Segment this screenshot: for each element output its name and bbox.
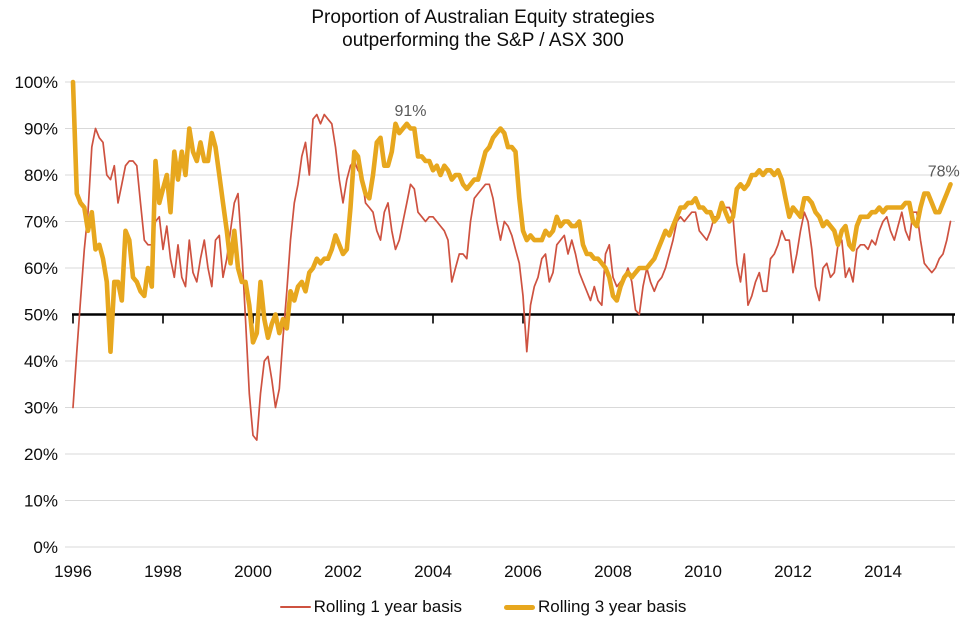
legend-label-rolling-3yr: Rolling 3 year basis — [538, 597, 687, 616]
y-axis-tick-label: 0% — [33, 538, 58, 557]
x-axis-tick-label: 2006 — [504, 562, 542, 581]
legend-label-rolling-1yr: Rolling 1 year basis — [313, 597, 462, 616]
chart-legend: Rolling 1 year basis Rolling 3 year basi… — [0, 591, 966, 623]
data-label-annotation: 78% — [928, 163, 960, 180]
chart-title-line2: outperforming the S&P / ASX 300 — [342, 30, 624, 51]
y-axis-tick-label: 40% — [24, 352, 58, 371]
x-axis-tick-label: 1998 — [144, 562, 182, 581]
x-axis-tick-label: 2000 — [234, 562, 272, 581]
y-axis-tick-label: 20% — [24, 445, 58, 464]
y-axis-tick-label: 80% — [24, 166, 58, 185]
y-axis-tick-label: 60% — [24, 259, 58, 278]
chart-title: Proportion of Australian Equity strategi… — [0, 6, 966, 52]
y-axis-tick-label: 70% — [24, 213, 58, 232]
legend-item-rolling-1yr: Rolling 1 year basis — [279, 597, 462, 617]
y-axis-tick-label: 90% — [24, 120, 58, 139]
data-label-annotation: 91% — [394, 103, 426, 120]
y-axis-tick-label: 100% — [15, 73, 58, 92]
x-axis-tick-label: 1996 — [54, 562, 92, 581]
x-axis-tick-label: 2008 — [594, 562, 632, 581]
x-axis-tick-label: 2014 — [864, 562, 902, 581]
legend-line-sample-1yr-icon — [279, 606, 311, 608]
y-axis-tick-label: 50% — [24, 306, 58, 325]
x-axis-tick-label: 2012 — [774, 562, 812, 581]
x-axis-tick-label: 2010 — [684, 562, 722, 581]
series-line-rolling_3yr — [70, 79, 953, 355]
y-axis-tick-label: 10% — [24, 492, 58, 511]
x-axis-tick-label: 2004 — [414, 562, 452, 581]
legend-item-rolling-3yr: Rolling 3 year basis — [504, 597, 686, 617]
series-line-rolling_1yr — [72, 113, 952, 441]
x-axis-tick-label: 2002 — [324, 562, 362, 581]
y-axis-tick-label: 30% — [24, 399, 58, 418]
legend-line-sample-3yr-icon — [504, 604, 535, 610]
chart-title-line1: Proportion of Australian Equity strategi… — [311, 7, 655, 28]
